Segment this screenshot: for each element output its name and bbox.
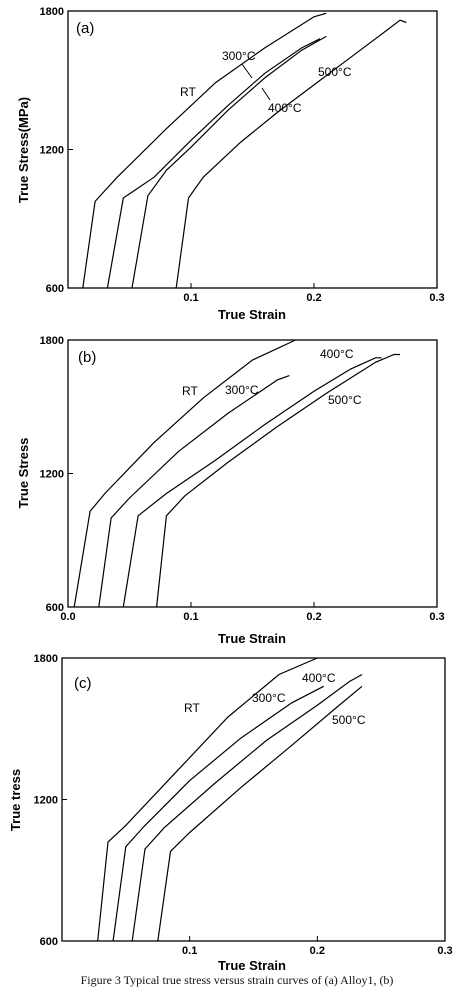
series-line-300-c <box>98 375 290 608</box>
x-tick-label: 0.1 <box>182 945 197 957</box>
panel-a-tag: (a) <box>76 20 94 37</box>
panel-c-ticks: 0.1 0.2 0.3 600 1200 1800 <box>34 653 453 957</box>
panel-a-ticks: 0.1 0.2 0.3 600 1200 1800 <box>40 6 445 304</box>
panel-c-tag: (c) <box>74 675 92 692</box>
y-tick-label: 1200 <box>40 469 64 481</box>
panel-b-xlabel: True Strain <box>218 631 286 646</box>
series-line-300-c <box>106 38 321 289</box>
panel-b-curves <box>73 339 401 608</box>
x-tick-label: 0.1 <box>183 292 198 304</box>
panel-b-label-500c: 500°C <box>328 393 362 407</box>
panel-c-label-rt: RT <box>184 701 200 715</box>
panel-c-xlabel: True Strain <box>218 958 286 973</box>
x-tick-label: 0.3 <box>429 292 444 304</box>
y-tick-label: 1200 <box>40 145 64 157</box>
x-tick-label: 0.1 <box>183 611 198 623</box>
x-tick-label: 0.2 <box>310 945 325 957</box>
x-tick-label: 0.0 <box>60 611 75 623</box>
panel-c-ylabel: True tress <box>8 769 23 831</box>
x-tick-label: 0.3 <box>429 611 444 623</box>
panel-c-label-500c: 500°C <box>332 713 366 727</box>
panel-a: 0.1 0.2 0.3 600 1200 1800 (a) True Strain Tru… <box>16 6 445 322</box>
series-line-400-c <box>131 673 363 942</box>
figure-caption: Figure 3 Typical true stress versus stra… <box>80 973 394 987</box>
x-tick-label: 0.3 <box>437 945 452 957</box>
panel-a-curves <box>82 12 407 289</box>
series-line-300-c <box>112 685 324 942</box>
panel-c-label-400c: 400°C <box>302 671 336 685</box>
panel-b-ylabel: True Stress <box>16 438 31 509</box>
panel-a-arrow-400c <box>261 87 271 101</box>
panel-a-arrow-300c <box>241 63 253 79</box>
y-tick-label: 600 <box>46 602 64 614</box>
x-tick-label: 0.2 <box>306 292 321 304</box>
y-tick-label: 1800 <box>34 653 58 665</box>
y-tick-label: 600 <box>40 936 58 948</box>
series-line-rt <box>73 339 296 608</box>
series-line-rt <box>82 12 327 289</box>
series-line-500-c <box>156 353 401 608</box>
x-tick-label: 0.2 <box>306 611 321 623</box>
panel-b-label-rt: RT <box>182 384 198 398</box>
series-line-400-c <box>131 35 327 289</box>
panel-b-label-400c: 400°C <box>320 347 354 361</box>
series-line-rt <box>97 657 318 942</box>
panel-c-curves <box>97 657 363 942</box>
y-tick-label: 600 <box>46 283 64 295</box>
panel-b-ticks: 0.0 0.1 0.2 0.3 600 1200 1800 <box>40 335 445 623</box>
panel-a-label-500c: 500°C <box>318 65 352 79</box>
series-line-500-c <box>157 685 363 942</box>
panel-a-label-rt: RT <box>180 85 196 99</box>
series-line-400-c <box>122 357 382 608</box>
y-tick-label: 1200 <box>34 795 58 807</box>
panel-b-label-300c: 300°C <box>225 383 259 397</box>
y-tick-label: 1800 <box>40 6 64 18</box>
series-line-500-c <box>175 19 407 289</box>
y-tick-label: 1800 <box>40 335 64 347</box>
panel-a-ylabel: True Stress(MPa) <box>16 97 31 203</box>
panel-c-label-300c: 300°C <box>252 691 286 705</box>
panel-a-label-400c: 400°C <box>268 101 302 115</box>
panel-b-tag: (b) <box>78 349 96 366</box>
panel-a-xlabel: True Strain <box>218 307 286 322</box>
panel-c: 0.1 0.2 0.3 600 1200 1800 (c) True Strain Tru… <box>8 653 453 973</box>
panel-a-label-300c: 300°C <box>222 49 256 63</box>
